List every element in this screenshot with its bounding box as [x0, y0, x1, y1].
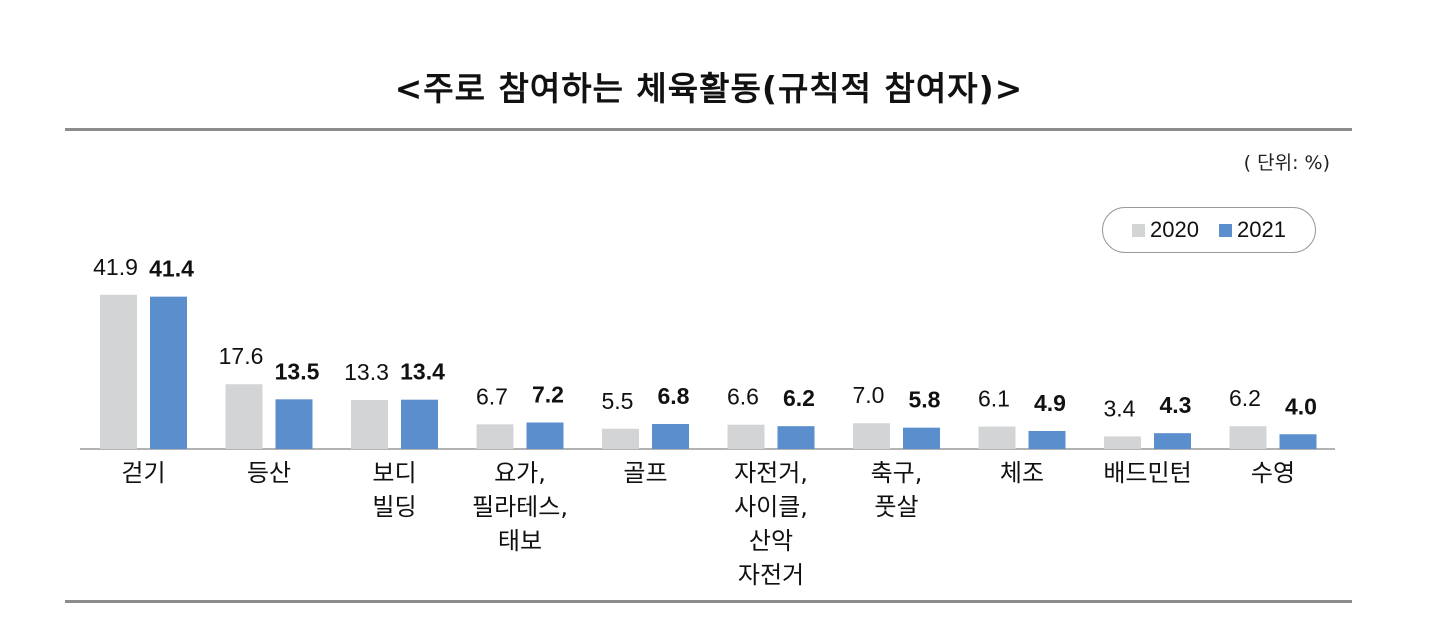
category-label-5-2: 산악 — [749, 527, 793, 555]
bar-2020-0 — [100, 294, 137, 449]
value-label-2021-6: 5.8 — [909, 387, 941, 413]
category-label-9-0: 수영 — [1251, 459, 1295, 487]
category-label-3-2: 태보 — [498, 527, 542, 555]
legend-item-2020: 2020 — [1132, 217, 1199, 243]
value-label-2020-6: 7.0 — [853, 382, 885, 408]
bar-2020-6 — [853, 423, 890, 449]
value-label-2021-3: 7.2 — [532, 382, 564, 408]
category-label-5-0: 자전거, — [734, 459, 808, 487]
value-label-2020-3: 6.7 — [476, 383, 508, 409]
bar-2021-1 — [275, 399, 313, 449]
bar-2020-1 — [225, 384, 263, 449]
value-label-2021-1: 13.5 — [275, 358, 320, 384]
bar-2020-4 — [602, 428, 639, 449]
value-label-2020-7: 6.1 — [978, 386, 1010, 412]
bottom-rule — [65, 600, 1352, 603]
category-label-0-0: 걷기 — [121, 459, 165, 487]
legend-swatch-2020 — [1132, 223, 1146, 237]
bar-2020-3 — [476, 424, 514, 449]
value-label-2021-5: 6.2 — [783, 385, 815, 411]
category-label-1-0: 등산 — [247, 459, 291, 487]
value-label-2020-9: 6.2 — [1229, 385, 1261, 411]
bar-2021-5 — [777, 426, 815, 449]
bar-2021-6 — [903, 427, 940, 449]
category-label-6-1: 풋살 — [874, 493, 918, 521]
category-label-5-3: 자전거 — [738, 561, 804, 589]
chart-title: <주로 참여하는 체육활동(규칙적 참여자)> — [394, 69, 1024, 108]
bar-2021-3 — [526, 422, 564, 449]
category-label-7-0: 체조 — [1000, 459, 1044, 487]
bar-2020-2 — [351, 400, 388, 449]
top-rule — [65, 128, 1352, 131]
value-label-2021-8: 4.3 — [1160, 392, 1192, 418]
bar-2021-9 — [1279, 434, 1317, 449]
value-label-2021-4: 6.8 — [658, 383, 690, 409]
category-label-6-0: 축구, — [871, 459, 923, 487]
value-label-2021-2: 13.4 — [400, 359, 445, 385]
category-label-2-1: 빌딩 — [372, 493, 416, 521]
legend: 2020 2021 — [1102, 207, 1316, 253]
category-label-3-1: 필라테스, — [472, 493, 568, 521]
legend-item-2021: 2021 — [1219, 217, 1286, 243]
legend-label-2020: 2020 — [1150, 217, 1199, 242]
category-label-5-1: 사이클, — [734, 493, 808, 521]
category-label-8-0: 배드민턴 — [1103, 459, 1191, 487]
category-label-4-0: 골프 — [623, 459, 667, 487]
category-label-2-0: 보디 — [372, 459, 416, 487]
value-label-2021-9: 4.0 — [1285, 393, 1317, 419]
bar-2021-4 — [652, 423, 689, 449]
legend-label-2021: 2021 — [1237, 217, 1286, 242]
legend-swatch-2021 — [1219, 223, 1232, 237]
value-label-2020-2: 13.3 — [344, 359, 389, 385]
unit-label: ( 단위: %) — [1243, 152, 1330, 174]
value-label-2020-0: 41.9 — [93, 254, 138, 280]
value-label-2021-7: 4.9 — [1034, 390, 1066, 416]
bar-2020-7 — [978, 426, 1016, 449]
value-label-2020-1: 17.6 — [219, 343, 264, 369]
value-label-2020-4: 5.5 — [602, 388, 634, 414]
bar-2021-8 — [1154, 433, 1191, 449]
bar-2020-5 — [727, 424, 765, 449]
value-label-2021-0: 41.4 — [149, 256, 194, 282]
category-label-3-0: 요가, — [494, 459, 546, 487]
bar-2020-9 — [1229, 426, 1267, 449]
bar-2020-8 — [1104, 436, 1141, 449]
value-label-2020-8: 3.4 — [1104, 395, 1136, 421]
bar-2021-0 — [150, 296, 187, 449]
bar-2021-7 — [1028, 430, 1066, 449]
value-label-2020-5: 6.6 — [727, 384, 759, 410]
bar-2021-2 — [401, 399, 438, 449]
